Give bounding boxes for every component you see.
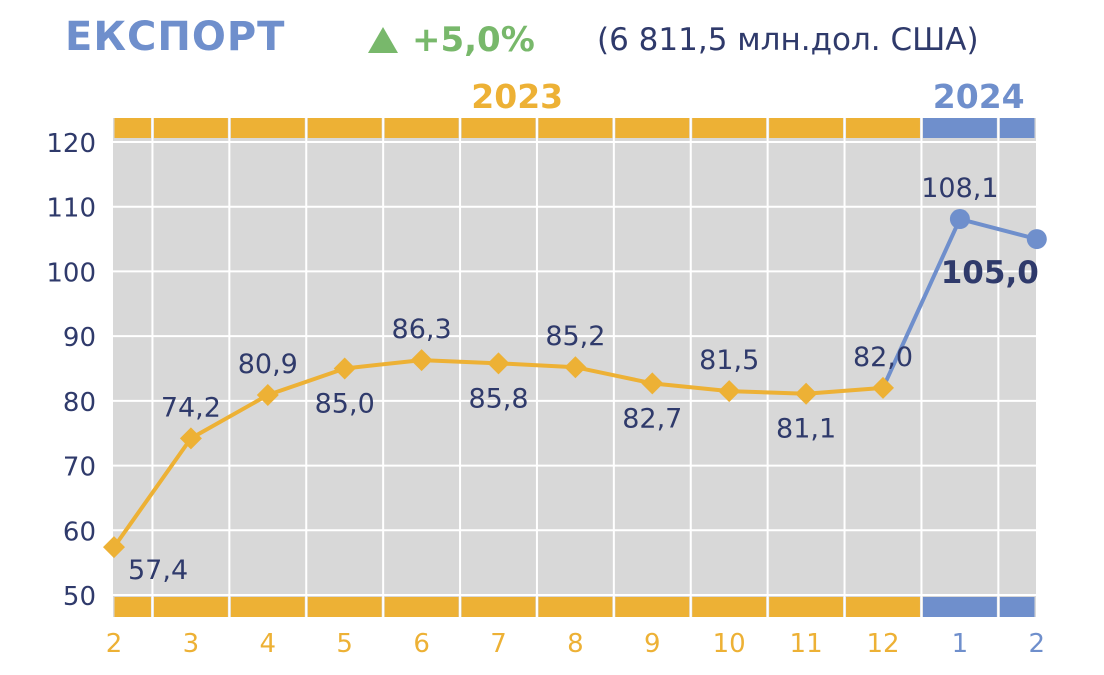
- y-tick-label: 60: [63, 517, 96, 547]
- year-band-top: [692, 118, 767, 138]
- data-point: [795, 382, 818, 405]
- year-band-top: [615, 118, 690, 138]
- x-tick-label: 2: [106, 629, 123, 659]
- data-point: [564, 356, 587, 379]
- year-band-top: [307, 118, 382, 138]
- change-value: +5,0%: [412, 20, 535, 60]
- data-label: 74,2: [161, 392, 221, 423]
- data-label: 57,4: [128, 555, 188, 586]
- data-label: 82,0: [853, 342, 913, 373]
- year-band-bottom: [922, 597, 997, 617]
- x-tick-label: 4: [260, 629, 277, 659]
- triangle-up-icon: [368, 27, 398, 53]
- y-tick-label: 110: [46, 194, 96, 224]
- year-band-top: [999, 118, 1035, 138]
- year-band-top: [538, 118, 613, 138]
- year-band-bottom: [769, 597, 844, 617]
- year-label-2024: 2024: [933, 77, 1025, 116]
- year-band-bottom: [538, 597, 613, 617]
- year-band-bottom: [307, 597, 382, 617]
- data-point: [949, 209, 970, 230]
- data-point: [410, 349, 433, 372]
- x-tick-label: 2: [1029, 629, 1046, 659]
- year-band-top: [461, 118, 536, 138]
- year-band-top: [922, 118, 997, 138]
- data-label: 85,0: [315, 389, 375, 420]
- year-band-top: [769, 118, 844, 138]
- data-point: [641, 372, 664, 395]
- year-label-2023: 2023: [471, 77, 563, 116]
- chart-header: ЕКСПОРТ +5,0% (6 811,5 млн.дол. США): [0, 0, 1104, 70]
- data-point: [718, 380, 741, 403]
- data-label: 85,8: [468, 383, 528, 414]
- change-indicator: +5,0%: [368, 20, 535, 60]
- y-tick-label: 100: [46, 258, 96, 288]
- x-tick-label: 9: [644, 629, 661, 659]
- year-band-top: [153, 118, 228, 138]
- year-band-bottom: [461, 597, 536, 617]
- year-band-bottom: [846, 597, 920, 617]
- y-tick-label: 50: [63, 582, 96, 612]
- chart-title: ЕКСПОРТ: [65, 14, 286, 60]
- year-band-top: [384, 118, 459, 138]
- y-tick-label: 80: [63, 388, 96, 418]
- data-label: 82,7: [622, 403, 682, 434]
- year-band-top: [230, 118, 305, 138]
- year-band-top: [114, 118, 151, 138]
- year-band-bottom: [153, 597, 228, 617]
- data-label: 86,3: [392, 314, 452, 345]
- y-tick-label: 120: [46, 129, 96, 159]
- data-label: 105,0: [941, 255, 1039, 291]
- year-band-bottom: [692, 597, 767, 617]
- x-tick-label: 1: [952, 629, 969, 659]
- data-point: [333, 357, 356, 380]
- x-tick-label: 3: [183, 629, 200, 659]
- data-point: [179, 427, 202, 450]
- x-tick-label: 12: [866, 629, 899, 659]
- data-point: [103, 536, 125, 559]
- x-tick-label: 5: [336, 629, 353, 659]
- year-band-bottom: [114, 597, 151, 617]
- data-label: 80,9: [238, 349, 298, 380]
- data-label: 81,1: [776, 414, 836, 445]
- year-band-top: [846, 118, 920, 138]
- data-point: [872, 376, 894, 399]
- x-tick-label: 8: [567, 629, 584, 659]
- year-band-bottom: [384, 597, 459, 617]
- data-point: [256, 384, 279, 407]
- y-tick-label: 70: [63, 453, 96, 483]
- x-tick-label: 6: [413, 629, 430, 659]
- data-point: [1026, 229, 1047, 250]
- year-band-bottom: [615, 597, 690, 617]
- y-tick-label: 90: [63, 323, 96, 353]
- x-tick-label: 10: [713, 629, 746, 659]
- year-band-bottom: [230, 597, 305, 617]
- x-tick-label: 7: [490, 629, 507, 659]
- x-tick-label: 11: [790, 629, 823, 659]
- data-point: [487, 352, 510, 375]
- total-value: (6 811,5 млн.дол. США): [597, 22, 979, 58]
- data-label: 85,2: [545, 321, 605, 352]
- data-label: 81,5: [699, 345, 759, 376]
- year-band-bottom: [999, 597, 1035, 617]
- data-label: 108,1: [921, 173, 998, 204]
